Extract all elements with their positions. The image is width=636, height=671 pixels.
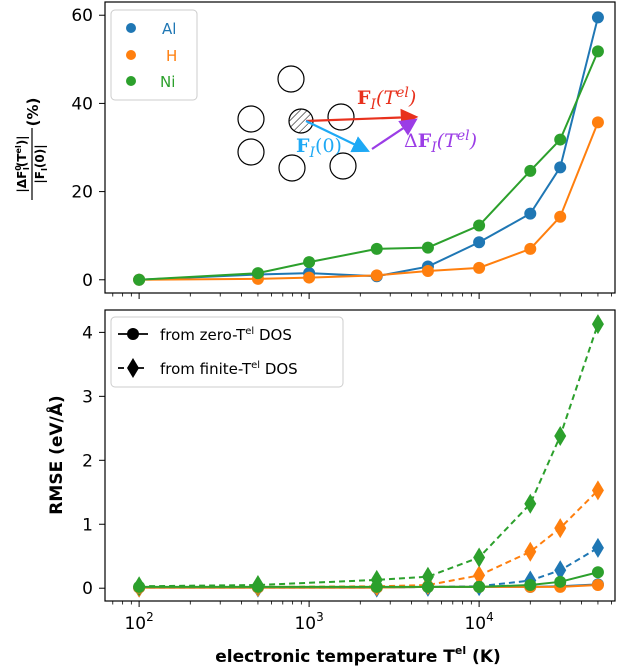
series-line-h: [139, 121, 599, 281]
data-point-ni-zero: [133, 580, 146, 593]
data-point-h-finite: [591, 480, 604, 501]
y-tick-label: 40: [71, 94, 93, 114]
x-tick-label: 103: [294, 610, 323, 634]
legend-marker-circle: [127, 328, 139, 340]
data-point-h: [554, 210, 567, 223]
x-tick-label: 104: [464, 610, 493, 634]
data-point-ni-zero: [473, 580, 486, 593]
y-tick-label: 0: [82, 271, 93, 291]
legend-label-h: H: [166, 47, 177, 65]
data-point-ni: [303, 256, 316, 269]
top-ticks: 0 20 40 60: [71, 6, 612, 299]
data-point-ni: [591, 45, 604, 58]
atom-circle: [237, 105, 265, 133]
legend-marker-ni: [126, 76, 136, 86]
y-tick-label: 0: [82, 579, 93, 599]
bottom-legend: from zero-Tel DOS from finite-Tel DOS: [110, 316, 344, 388]
label-fi-tel: FI(Tel): [357, 85, 416, 113]
bottom-panel: 102 103 104 0 1 2 3 4 from zero-Tel DOS from fi…: [44, 309, 616, 667]
data-point-h: [421, 264, 434, 277]
data-point-ni-zero: [251, 580, 264, 593]
y-tick-label: 20: [71, 183, 93, 203]
data-point-ni: [421, 241, 434, 254]
data-point-ni-finite: [524, 493, 537, 514]
data-point-ni: [370, 242, 383, 255]
atom-circle: [278, 154, 306, 182]
legend-marker-h: [126, 50, 136, 60]
data-point-ni-zero: [524, 579, 537, 592]
legend-label-ni: Ni: [160, 73, 175, 91]
series-line-h-finite: [139, 489, 599, 589]
data-point-h-zero: [591, 579, 604, 592]
data-point-ni: [524, 164, 537, 177]
data-point-h: [473, 261, 486, 274]
ylabel-denominator: |FI(0)|: [33, 144, 49, 183]
y-tick-label: 3: [82, 387, 93, 407]
data-point-ni-finite: [554, 425, 567, 446]
legend-box: [110, 9, 198, 101]
bottom-ticks: 102 103 104 0 1 2 3 4: [82, 323, 612, 634]
ylabel-unit: (%): [24, 98, 42, 127]
data-point-ni-zero: [554, 575, 567, 588]
atom-circle: [237, 138, 265, 166]
data-point-ni-finite: [473, 547, 486, 568]
data-point-h: [524, 242, 537, 255]
data-point-h-finite: [524, 541, 537, 562]
data-point-al-finite: [554, 560, 567, 581]
y-tick-label: 1: [82, 515, 93, 535]
xlabel: electronic temperature Tel (K): [215, 644, 501, 667]
data-point-h: [591, 116, 604, 129]
data-point-ni: [554, 133, 567, 146]
data-point-ni-zero: [370, 580, 383, 593]
series-line-al: [139, 17, 599, 281]
atom-circle: [327, 103, 355, 131]
force-arrow-tel: [305, 108, 419, 127]
legend-marker-al: [126, 23, 136, 33]
data-point-ni: [473, 219, 486, 232]
data-point-h-finite: [554, 518, 567, 539]
data-point-ni: [251, 267, 264, 280]
label-fi-zero: FI(0): [296, 135, 342, 161]
inset-schematic: FI(Tel) FI(0) ΔFI(Tel): [237, 65, 477, 182]
top-panel: 0 20 40 60 FI(Tel) FI(0) ΔFI(Tel) Al H: [14, 1, 616, 299]
legend-marker-diamond: [127, 358, 139, 378]
ylabel-numerator: |ΔF0I(Tel)|: [14, 135, 31, 192]
legend-label-al: Al: [162, 20, 176, 38]
y-tick-label: 4: [82, 323, 93, 343]
data-point-ni-zero: [591, 566, 604, 579]
top-series: [133, 11, 604, 286]
legend-label-zero: from zero-Tel DOS: [160, 326, 292, 344]
top-legend: Al H Ni: [110, 9, 198, 101]
data-point-al: [591, 11, 604, 24]
delta-force-arrow: [371, 118, 418, 150]
atom-circle: [277, 65, 305, 93]
y-tick-label: 2: [82, 451, 93, 471]
bottom-series: [133, 314, 604, 598]
legend-box: [110, 316, 344, 388]
force-arrow-zero: [305, 120, 370, 153]
x-tick-label: 102: [124, 610, 153, 634]
data-point-ni-finite: [591, 314, 604, 335]
legend-label-finite: from finite-Tel DOS: [160, 360, 298, 378]
y-tick-label: 60: [71, 6, 93, 26]
data-point-h: [370, 269, 383, 282]
data-point-al: [473, 236, 486, 249]
data-point-h: [303, 271, 316, 284]
bottom-ylabel: RMSE (eV/Å): [44, 395, 67, 514]
data-point-ni-finite: [421, 566, 434, 587]
top-ylabel: |ΔF0I(Tel)| |FI(0)| (%): [14, 98, 49, 200]
data-point-al: [554, 161, 567, 174]
data-point-ni: [133, 273, 146, 286]
data-point-al: [524, 207, 537, 220]
data-point-ni-zero: [421, 580, 434, 593]
label-delta-fi-tel: ΔFI(Tel): [404, 128, 477, 156]
data-point-al-finite: [591, 537, 604, 558]
atom-circle: [329, 152, 357, 180]
data-point-h-finite: [473, 565, 486, 586]
